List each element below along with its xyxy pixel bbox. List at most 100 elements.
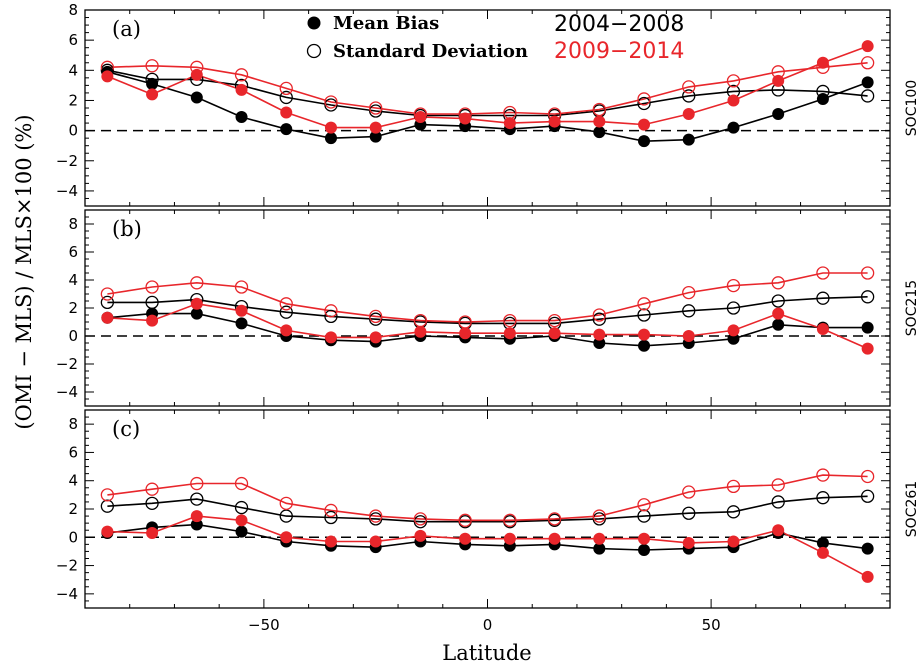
panel-c-mean-bias-point — [548, 532, 561, 545]
panel-b-std-dev-point — [816, 291, 830, 305]
panel-a-series-line — [107, 62, 868, 115]
panel-c-std-dev-point — [771, 478, 785, 492]
panel-c-std-dev-point — [145, 496, 159, 510]
panel-a-std-dev-point — [682, 89, 696, 103]
panel-a-mean-bias-point — [190, 91, 203, 104]
panel-c-mean-bias-point — [324, 535, 337, 548]
panel-b-series-line — [107, 312, 868, 347]
panel-c-std-dev-point — [369, 509, 383, 523]
panel-b-mean-bias-point — [593, 337, 606, 349]
panel-a-mean-bias-point — [146, 88, 159, 101]
panel-c-std-dev-point — [458, 513, 472, 527]
panel-b-mean-bias-point — [459, 327, 472, 340]
panel-a-mean-bias-point — [816, 56, 829, 69]
panel-b-ytick-label: 0 — [68, 327, 78, 345]
panel-a-series-line — [107, 45, 868, 129]
panel-c-std-dev-point — [413, 512, 428, 526]
panel-b-mean-bias-point — [101, 311, 114, 324]
panel-b-mean-bias-point — [503, 327, 516, 340]
panel-b-std-dev-point — [637, 297, 651, 311]
panel-a: −4 −2 0 2 4 6 8 (a) SOC100 — [56, 1, 920, 207]
panel-b-mean-bias-point — [548, 327, 561, 340]
panel-a-mean-bias-point — [861, 76, 874, 89]
panel-a-mean-bias-point — [235, 111, 248, 124]
panel-a-ytick-label: 0 — [68, 122, 78, 140]
y-axis-label: (OMI − MLS) / MLS×100 (%) — [12, 114, 36, 429]
panel-c-mean-bias-point — [816, 546, 829, 559]
panel-a-std-dev-point — [145, 59, 159, 73]
panel-a-mean-bias-point — [638, 118, 651, 131]
panel-b-mean-bias-point — [727, 332, 740, 345]
panel-c-std-dev-point — [637, 498, 651, 512]
panel-c-std-dev-point — [682, 485, 696, 499]
panel-c-mean-bias-point — [369, 535, 382, 548]
panel-a-mean-bias-point — [235, 83, 248, 96]
panel-c-std-dev-point — [234, 500, 249, 515]
panel-a-ytick-label: −2 — [56, 152, 78, 170]
panel-c-std-dev-point — [816, 491, 830, 505]
panel-c-mean-bias-point — [190, 518, 203, 531]
panel-a-mean-bias-point — [324, 121, 337, 134]
panel-c-std-dev-point — [771, 495, 785, 509]
panel-c-mean-bias-point — [414, 529, 427, 542]
panel-b-mean-bias-point — [414, 325, 427, 338]
panel-c-mean-bias-point — [146, 527, 159, 540]
panel-b-std-dev-point — [324, 304, 338, 318]
panel-c-label: (c) — [112, 417, 140, 441]
panel-a-mean-bias-point — [861, 40, 874, 53]
panel-c-mean-bias-point — [593, 532, 606, 545]
panel-c-std-dev-point — [324, 510, 338, 525]
panel-c-std-dev-point — [547, 512, 562, 526]
panel-a-mean-bias-point — [816, 92, 829, 105]
panel-c-std-dev-point — [190, 476, 204, 491]
x-tick-label: −50 — [248, 616, 280, 634]
panel-a-std-dev-point — [234, 68, 249, 82]
panel-a-mean-bias-point — [369, 121, 382, 134]
panel-c-mean-bias-point — [638, 544, 651, 557]
panel-b-mean-bias-point — [235, 317, 248, 330]
panel-c-mean-bias-point — [638, 532, 651, 545]
x-tick-label: 50 — [702, 616, 721, 634]
panel-c-series-line — [107, 515, 868, 578]
panel-b-std-dev-point — [637, 308, 651, 322]
panel-c-std-dev-point — [145, 482, 159, 496]
panel-b-ytick-label: 8 — [68, 215, 78, 233]
panel-a-series-line — [107, 71, 868, 143]
panel-a-ytick-label: 6 — [68, 31, 78, 49]
panel-c-series-line — [107, 474, 868, 522]
panel-c-mean-bias-point — [593, 542, 606, 555]
panel-c-mean-bias-point — [280, 531, 293, 544]
panel-c-ytick-label: 0 — [68, 528, 78, 546]
panel-a-ytick-label: 8 — [68, 1, 78, 19]
panel-a-mean-bias-point — [727, 121, 740, 134]
panel-c-std-dev-point — [726, 505, 741, 519]
panel-c-std-dev-point — [637, 509, 651, 523]
panel-c-ytick-label: −2 — [56, 557, 78, 575]
panel-b-ytick-label: 2 — [68, 299, 78, 317]
panel-b-mean-bias-point — [861, 342, 874, 355]
panel-b-std-dev-point — [100, 287, 115, 301]
panel-a-std-dev-point — [324, 95, 338, 109]
panel-b-ytick-label: 6 — [68, 243, 78, 261]
panel-b-std-dev-point — [369, 309, 383, 324]
panel-a-mean-bias-point — [772, 74, 785, 87]
panel-b-std-dev-point — [279, 305, 293, 319]
panel-b-ytick-label: 4 — [68, 271, 78, 289]
panel-b-std-dev-point — [234, 280, 249, 294]
panel-b: −4 −2 0 2 4 6 8 (b) SOC215 — [56, 209, 920, 407]
panel-a-mean-bias-point — [459, 112, 472, 125]
legend: Mean Bias Standard Deviation 2004−2008 2… — [306, 12, 684, 64]
panel-b-ytick-label: −4 — [56, 383, 78, 401]
x-axis-label: Latitude — [442, 641, 531, 665]
panel-b-std-dev-point — [592, 308, 606, 322]
panel-c-series-line — [107, 495, 868, 523]
panel-a-std-dev-point — [369, 104, 383, 118]
panel-a-label: (a) — [112, 17, 141, 41]
panel-a-mean-bias-point — [548, 115, 561, 128]
panel-b-std-dev-point — [100, 295, 115, 310]
panel-b-mean-bias-point — [190, 307, 203, 320]
panel-b-ytick-label: −2 — [56, 355, 78, 373]
panel-a-mean-bias-point — [503, 117, 516, 130]
panels: −4 −2 0 2 4 6 8 (a) SOC100 −4 −2 0 2 4 6 8 (b) SOC215 −4 −2… — [56, 1, 920, 634]
panel-a-ytick-label: −4 — [56, 182, 78, 200]
